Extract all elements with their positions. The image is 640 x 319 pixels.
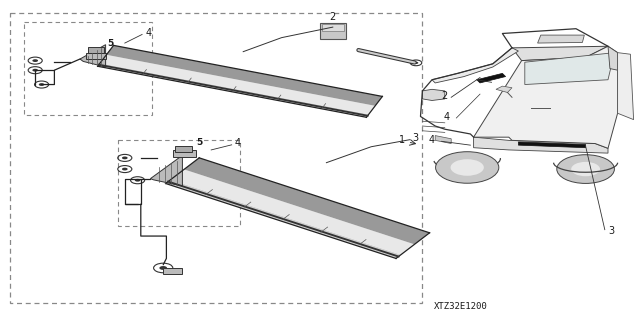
Bar xyxy=(118,140,240,226)
Circle shape xyxy=(159,266,167,270)
Circle shape xyxy=(122,157,127,159)
Text: 3: 3 xyxy=(608,226,614,236)
Text: 4: 4 xyxy=(145,27,152,38)
Bar xyxy=(163,268,182,274)
Polygon shape xyxy=(80,45,106,67)
Circle shape xyxy=(413,62,419,64)
Text: XTZ32E1200: XTZ32E1200 xyxy=(434,302,488,311)
Circle shape xyxy=(33,69,38,71)
Text: 2: 2 xyxy=(330,12,336,22)
Polygon shape xyxy=(474,46,618,148)
Bar xyxy=(86,53,106,59)
Text: 2: 2 xyxy=(442,91,448,101)
Text: 1: 1 xyxy=(399,135,405,145)
Bar xyxy=(173,150,196,157)
Bar xyxy=(320,23,346,39)
Circle shape xyxy=(572,162,600,176)
Polygon shape xyxy=(184,158,429,244)
Polygon shape xyxy=(150,155,182,186)
Circle shape xyxy=(39,83,44,86)
Polygon shape xyxy=(512,46,608,61)
Circle shape xyxy=(122,168,127,170)
Bar xyxy=(88,47,104,53)
Bar xyxy=(10,13,422,303)
Text: 5: 5 xyxy=(196,138,202,147)
Polygon shape xyxy=(166,180,401,258)
Circle shape xyxy=(436,152,499,183)
Polygon shape xyxy=(171,169,415,255)
Polygon shape xyxy=(98,63,369,117)
Polygon shape xyxy=(432,48,518,83)
Polygon shape xyxy=(477,73,506,83)
Text: 4: 4 xyxy=(234,138,241,148)
Polygon shape xyxy=(496,86,512,93)
Text: 3: 3 xyxy=(413,133,419,143)
Text: 5: 5 xyxy=(107,39,113,48)
Polygon shape xyxy=(608,46,618,70)
Circle shape xyxy=(557,155,614,183)
Circle shape xyxy=(451,159,484,176)
Polygon shape xyxy=(100,55,375,114)
Polygon shape xyxy=(525,53,614,85)
Polygon shape xyxy=(106,45,382,106)
Text: 4: 4 xyxy=(444,112,450,122)
Polygon shape xyxy=(538,35,584,43)
Polygon shape xyxy=(422,89,445,100)
Polygon shape xyxy=(518,142,586,148)
Circle shape xyxy=(33,59,38,62)
Bar xyxy=(24,22,152,115)
Bar xyxy=(175,146,192,152)
Circle shape xyxy=(135,179,140,182)
Polygon shape xyxy=(474,137,608,153)
Polygon shape xyxy=(435,136,451,144)
Bar xyxy=(322,24,344,31)
Text: 4: 4 xyxy=(429,135,435,145)
Polygon shape xyxy=(618,53,634,120)
